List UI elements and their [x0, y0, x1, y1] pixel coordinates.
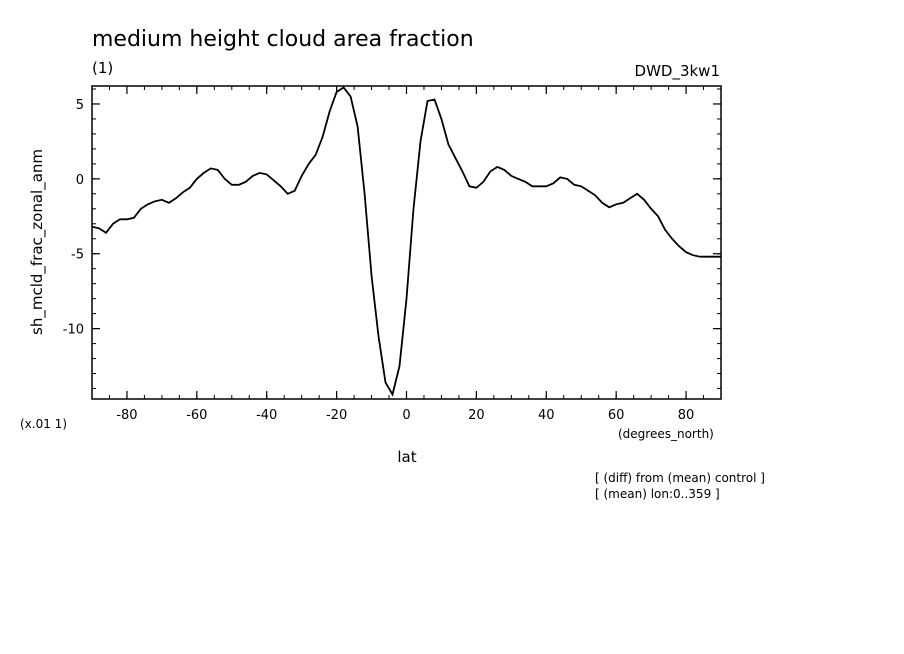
x-tick-label: -20: [326, 408, 347, 423]
x-tick-label: 20: [468, 408, 485, 423]
note-mean: [ (mean) lon:0..359 ]: [595, 487, 720, 501]
y-tick-label: 0: [76, 173, 84, 188]
note-diff: [ (diff) from (mean) control ]: [595, 471, 765, 485]
model-label: DWD_3kw1: [635, 62, 720, 81]
x-tick-label: 40: [538, 408, 555, 423]
plot-area: -80 -60 -40 -20 0 20 40 60 80 5 0 -5 -10: [63, 85, 722, 423]
x-axis-label: lat: [397, 448, 416, 466]
series-line: [91, 86, 721, 397]
y-tick-label: -10: [63, 323, 84, 338]
x-tick-label: -60: [186, 408, 207, 423]
chart-subtitle: (1): [92, 59, 113, 77]
y-tick-label: 5: [76, 98, 84, 113]
x-tick-label: 0: [402, 408, 410, 423]
x-axis-ticks: -80 -60 -40 -20 0 20 40 60 80: [116, 86, 694, 423]
plot-frame: [91, 85, 722, 400]
x-tick-label: 80: [678, 408, 695, 423]
chart-title: medium height cloud area fraction: [92, 27, 474, 52]
x-tick-label: -40: [256, 408, 277, 423]
y-axis-ticks: 5 0 -5 -10: [63, 98, 721, 338]
y-tick-label: -5: [71, 248, 84, 263]
x-axis-units: (degrees_north): [618, 427, 714, 441]
minor-ticks: [91, 86, 722, 399]
y-scale-note: (x.01 1): [20, 417, 67, 431]
y-axis-label: sh_mcld_frac_zonal_anm: [28, 149, 47, 335]
x-tick-label: -80: [116, 408, 137, 423]
x-tick-label: 60: [608, 408, 625, 423]
